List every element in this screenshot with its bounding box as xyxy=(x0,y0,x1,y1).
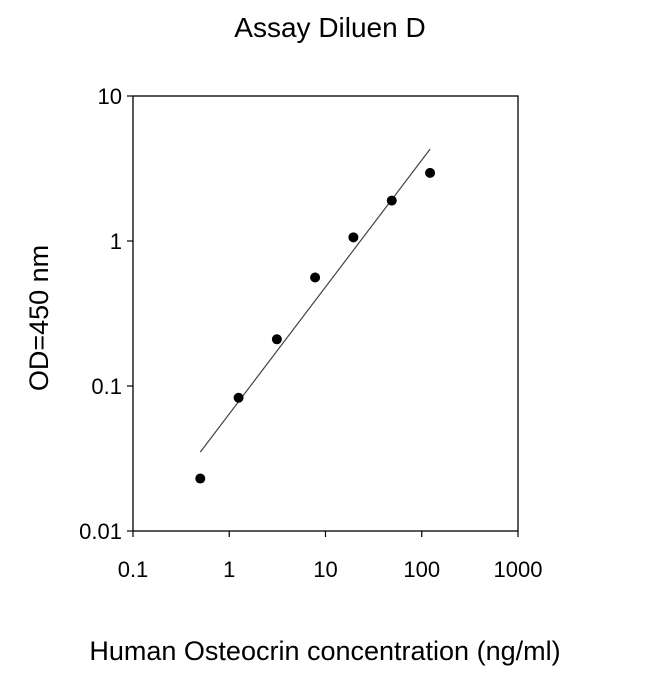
data-point xyxy=(310,272,321,283)
y-tick-label: 10 xyxy=(98,84,122,109)
data-point xyxy=(425,167,436,178)
x-tick-label: 10 xyxy=(313,557,337,582)
fit-line xyxy=(199,148,431,453)
data-point xyxy=(195,473,206,484)
x-tick-label: 0.1 xyxy=(118,557,149,582)
data-point xyxy=(233,392,244,403)
data-points xyxy=(195,167,436,484)
x-tick-label: 1 xyxy=(223,557,235,582)
plot-border xyxy=(132,95,519,532)
data-point xyxy=(271,334,282,345)
data-point xyxy=(386,195,397,206)
y-axis-label: OD=450 nm xyxy=(24,245,54,391)
axis-ticks: 0.1 1 10 100 1000 0.01 0.1 1 10 xyxy=(79,84,542,582)
fit-line-layer xyxy=(199,148,431,453)
x-tick-label: 100 xyxy=(403,557,440,582)
x-axis-label: Human Osteocrin concentration (ng/ml) xyxy=(89,636,560,666)
y-tick-label: 0.01 xyxy=(79,519,122,544)
plot-area xyxy=(132,95,519,532)
y-tick-label: 1 xyxy=(110,229,122,254)
x-tick-label: 1000 xyxy=(494,557,543,582)
data-point xyxy=(348,232,359,243)
y-tick-label: 0.1 xyxy=(91,374,122,399)
chart-title: Assay Diluen D xyxy=(234,12,425,43)
